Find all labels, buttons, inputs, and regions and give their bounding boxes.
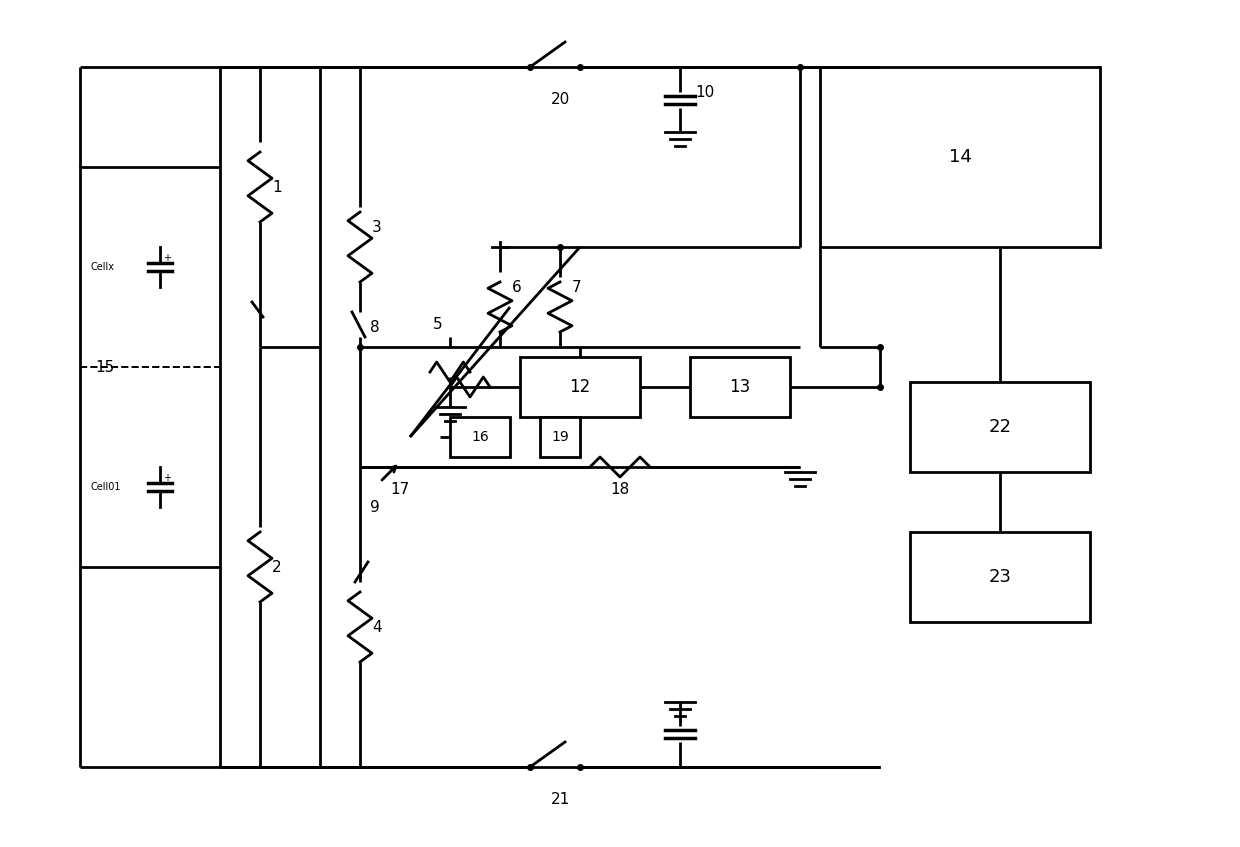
Text: 18: 18 [610, 482, 630, 497]
Text: +: + [162, 253, 171, 263]
Text: 22: 22 [988, 418, 1012, 436]
Text: 5: 5 [433, 317, 443, 332]
Bar [81, 167, 219, 567]
Bar [910, 532, 1090, 622]
Bar [820, 67, 1100, 247]
Text: 3: 3 [372, 219, 382, 235]
Text: 2: 2 [272, 560, 281, 574]
Text: 9: 9 [370, 500, 379, 514]
Text: Cellx: Cellx [91, 262, 114, 272]
Text: 8: 8 [370, 319, 379, 335]
Text: 21: 21 [551, 792, 569, 807]
Bar [910, 382, 1090, 472]
Text: 4: 4 [372, 619, 382, 634]
Bar [689, 357, 790, 417]
Bar [539, 417, 580, 457]
Text: 17: 17 [391, 482, 409, 497]
Text: 1: 1 [272, 180, 281, 195]
Text: 7: 7 [572, 280, 582, 295]
Text: 15: 15 [95, 359, 114, 374]
Bar [520, 357, 640, 417]
Text: +: + [162, 473, 171, 483]
Text: 14: 14 [949, 148, 971, 166]
Text: Cell01: Cell01 [91, 482, 120, 492]
Text: 6: 6 [512, 280, 522, 295]
Bar [450, 417, 510, 457]
Text: 12: 12 [569, 378, 590, 396]
Text: 13: 13 [729, 378, 750, 396]
Text: 10: 10 [694, 85, 714, 99]
Text: 19: 19 [551, 430, 569, 444]
Text: 16: 16 [471, 430, 489, 444]
Text: 23: 23 [988, 568, 1012, 586]
Text: 20: 20 [551, 92, 569, 107]
